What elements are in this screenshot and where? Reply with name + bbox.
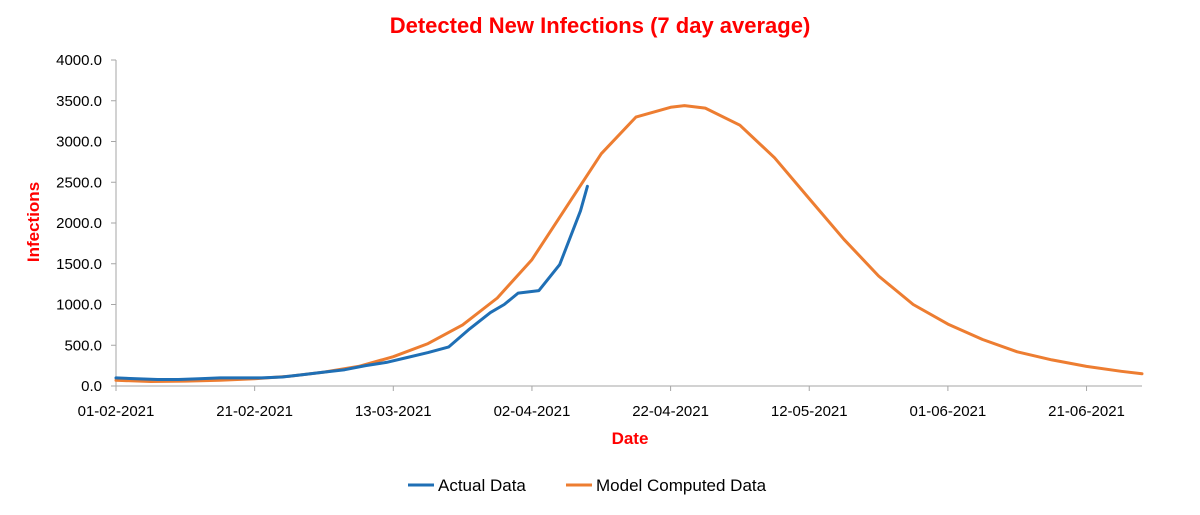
y-tick-label: 0.0 [81,378,102,395]
x-tick-label: 02-04-2021 [494,403,571,420]
legend-label-model: Model Computed Data [596,476,767,495]
y-tick-label: 3500.0 [56,93,102,110]
x-axis-ticks: 01-02-2021 21-02-2021 13-03-2021 02-04-2021… [78,386,1125,420]
x-tick-label: 01-06-2021 [910,403,987,420]
y-tick-label: 2000.0 [56,215,102,232]
y-tick-label: 500.0 [64,337,102,354]
series-layer [114,104,1144,383]
chart-title: Detected New Infections (7 day average) [390,13,811,38]
y-tick-label: 3000.0 [56,134,102,151]
x-tick-label: 12-05-2021 [771,403,848,420]
x-tick-label: 13-03-2021 [355,403,432,420]
y-axis-ticks: 0.0 500.0 1000.0 1500.0 2000.0 2500.0 3000.0 35… [56,52,116,395]
legend-label-actual: Actual Data [438,476,526,495]
x-tick-label: 01-02-2021 [78,403,155,420]
y-tick-label: 1500.0 [56,256,102,273]
series-line-model-computed-data [114,104,1144,383]
y-tick-label: 1000.0 [56,297,102,314]
x-tick-label: 22-04-2021 [632,403,709,420]
x-tick-label: 21-06-2021 [1048,403,1125,420]
y-axis-title: Infections [24,182,43,262]
y-tick-label: 2500.0 [56,174,102,191]
y-tick-label: 4000.0 [56,52,102,69]
x-axis-title: Date [612,429,649,448]
series-line-actual-data [114,184,589,381]
legend: Actual Data Model Computed Data [408,476,767,495]
x-tick-label: 21-02-2021 [216,403,293,420]
